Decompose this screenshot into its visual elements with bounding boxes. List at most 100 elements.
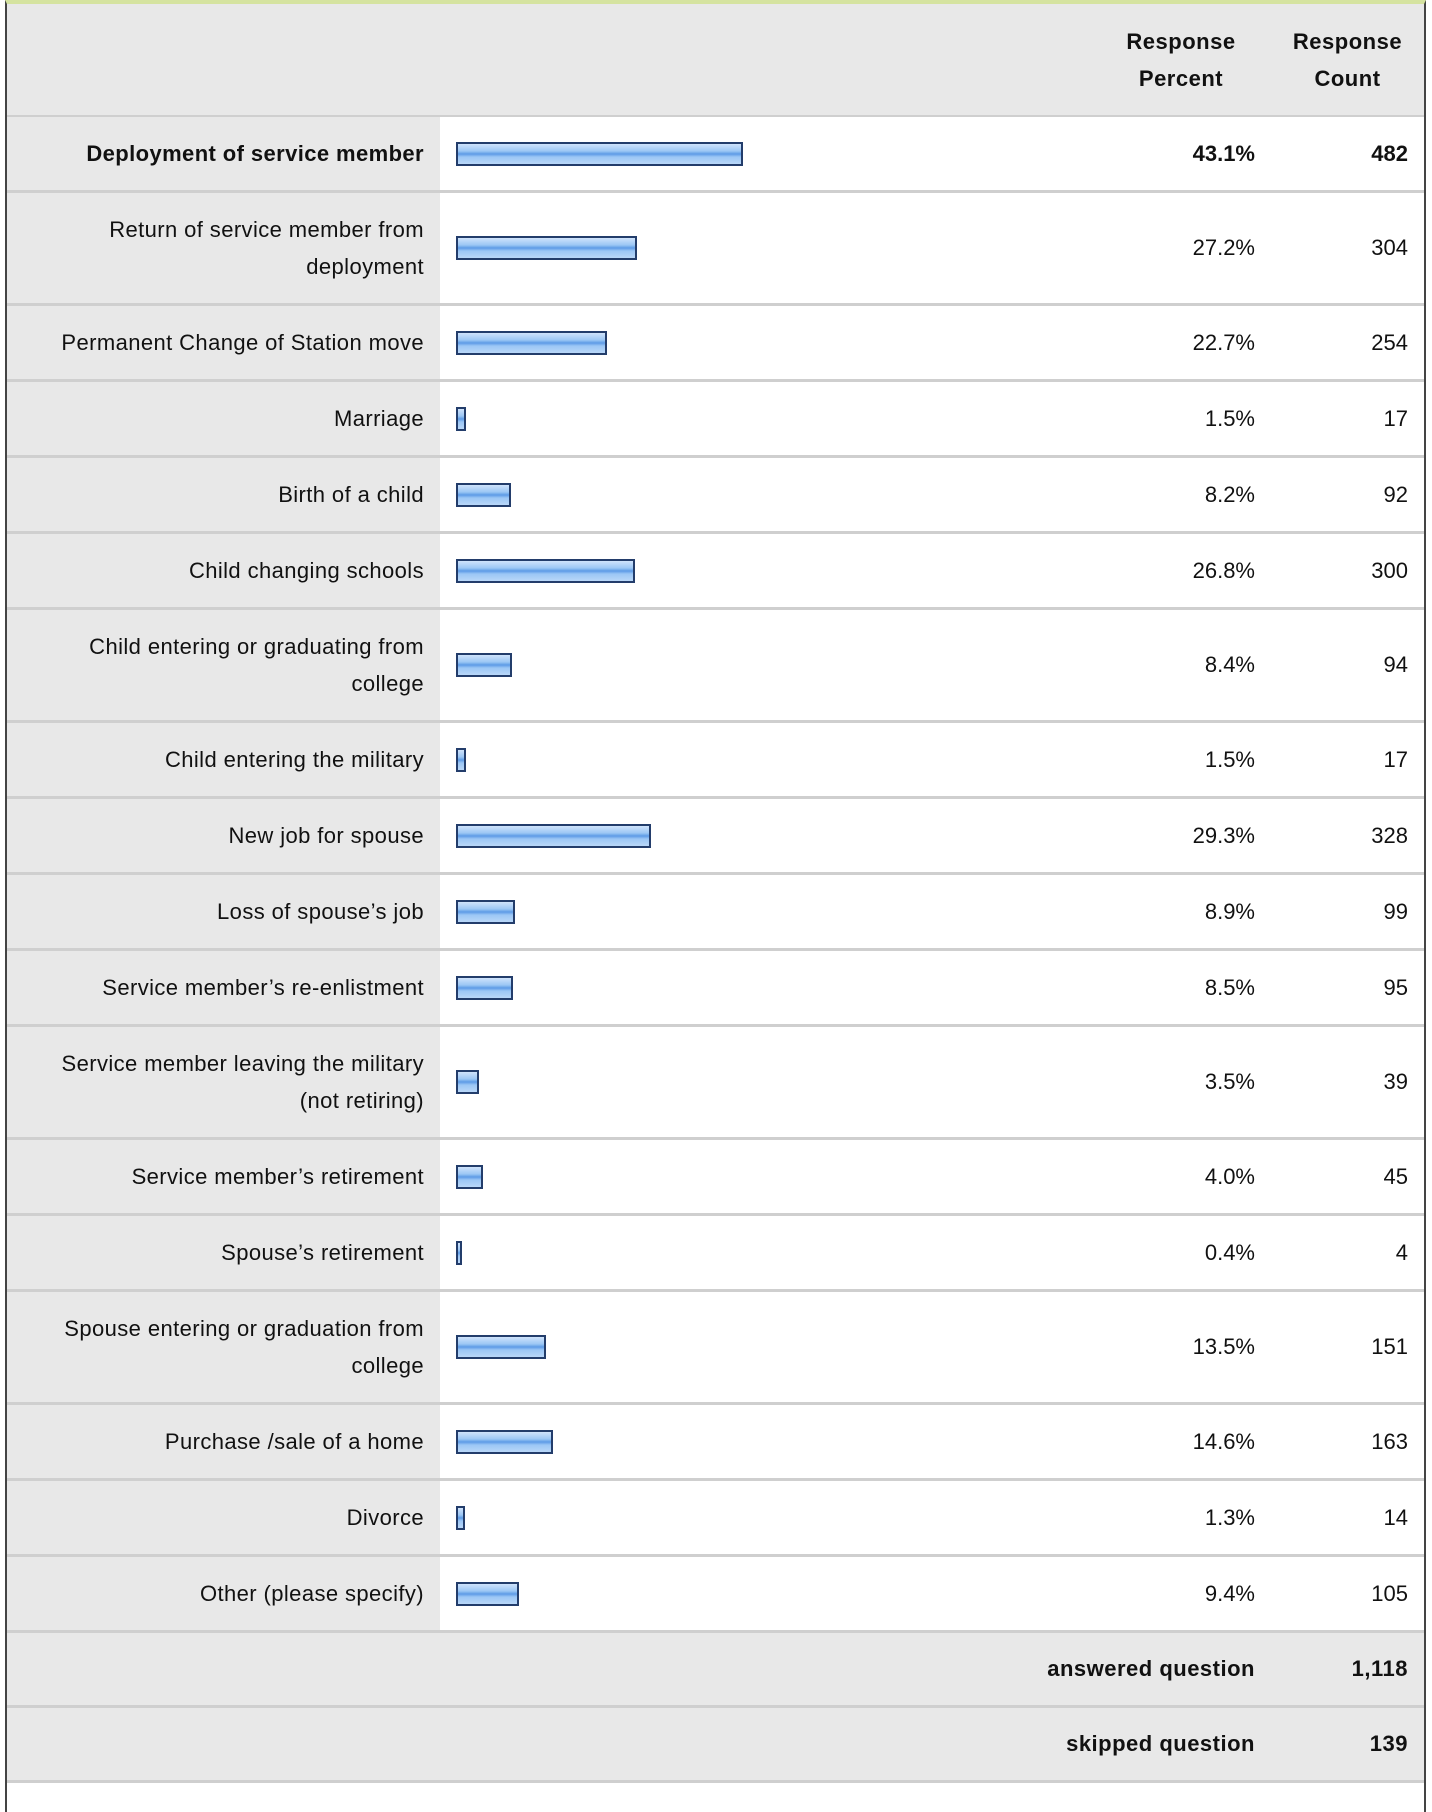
bar-cell [440,1405,1091,1478]
response-row: Divorce 1.3% 14 [7,1481,1424,1557]
response-count: 151 [1371,1334,1408,1359]
row-label: Spouse’s retirement [7,1216,440,1289]
bar-cell [440,799,1091,872]
summary-row: answered question 1,118 [7,1633,1424,1708]
bar-cell [440,1481,1091,1554]
bar-cell [440,534,1091,607]
response-count: 45 [1383,1163,1408,1189]
response-row: Purchase /sale of a home 14.6% 163 [7,1405,1424,1481]
response-row: Marriage 1.5% 17 [7,382,1424,458]
response-row: Other (please specify) 9.4% 105 [7,1557,1424,1633]
bar [456,1164,483,1189]
bar-cell [440,1557,1091,1630]
row-label: Other (please specify) [7,1557,440,1630]
bar-cell [440,117,1091,190]
response-row: Child entering or graduating from colleg… [7,610,1424,723]
column-header: Response Percent [1126,28,1236,91]
response-row: Permanent Change of Station move 22.7% 254 [7,306,1424,382]
response-percent: 0.4% [1204,1239,1255,1265]
response-percent: 27.2% [1192,235,1255,260]
row-label: Return of service member from deployment [7,193,440,303]
bar [456,482,511,507]
response-percent: 8.5% [1204,974,1255,1000]
response-count: 17 [1383,405,1408,431]
response-row: Return of service member from deployment… [7,193,1424,306]
bar [456,141,744,166]
response-percent: 1.3% [1204,1504,1255,1530]
bar-cell [440,610,1091,720]
row-label: Child entering or graduating from colleg… [7,610,440,720]
summary-value: 139 [1369,1731,1408,1756]
bar [456,330,608,355]
response-row: Service member leaving the military (not… [7,1027,1424,1140]
response-count: 105 [1371,1580,1408,1606]
response-percent: 8.4% [1204,652,1255,677]
summary-label: answered question [1047,1656,1255,1681]
row-label: Child changing schools [7,534,440,607]
table-body: Deployment of service member 43.1% 482 Retu… [7,117,1424,1783]
bar [456,823,652,848]
response-percent: 4.0% [1204,1163,1255,1189]
response-percent: 22.7% [1192,329,1255,355]
bar [456,653,513,677]
bar [456,1581,519,1606]
response-percent: 8.2% [1204,481,1255,507]
response-row: Child changing schools 26.8% 300 [7,534,1424,610]
bar-cell [440,723,1091,796]
row-label: Loss of spouse’s job [7,875,440,948]
response-count: 94 [1383,652,1408,677]
results-table: Response Percent Response Count Deployme… [5,0,1426,1812]
row-label: Birth of a child [7,458,440,531]
summary-label: skipped question [1066,1731,1255,1756]
bar [456,236,638,260]
bar [456,406,466,431]
response-percent: 43.1% [1192,140,1255,166]
response-percent: 9.4% [1204,1580,1255,1606]
row-label: Service member’s retirement [7,1140,440,1213]
column-header: Response Count [1292,28,1403,91]
bar-cell [440,382,1091,455]
response-count: 92 [1383,481,1408,507]
row-label: New job for spouse [7,799,440,872]
row-label: Divorce [7,1481,440,1554]
response-row: Loss of spouse’s job 8.9% 99 [7,875,1424,951]
response-row: Child entering the military 1.5% 17 [7,723,1424,799]
response-percent: 26.8% [1192,557,1255,583]
response-count: 17 [1383,746,1408,772]
bar [456,1070,480,1094]
row-label: Service member’s re-enlistment [7,951,440,1024]
bar [456,1335,547,1359]
summary-value: 1,118 [1351,1656,1408,1681]
row-label: Child entering the military [7,723,440,796]
bar-cell [440,193,1091,303]
response-row: Deployment of service member 43.1% 482 [7,117,1424,193]
row-label: Service member leaving the military (not… [7,1027,440,1137]
response-count: 482 [1371,140,1408,166]
response-count: 14 [1383,1504,1408,1530]
response-count: 304 [1371,235,1408,260]
row-label: Purchase /sale of a home [7,1405,440,1478]
bar-cell [440,306,1091,379]
bar-cell [440,1140,1091,1213]
response-percent: 1.5% [1204,746,1255,772]
response-count: 39 [1383,1069,1408,1094]
response-percent: 1.5% [1204,405,1255,431]
row-label: Marriage [7,382,440,455]
bar [456,975,513,1000]
response-percent: 14.6% [1192,1428,1255,1454]
response-percent: 8.9% [1204,898,1255,924]
bar [456,558,635,583]
bar-cell [440,1027,1091,1137]
row-label: Permanent Change of Station move [7,306,440,379]
bar-cell [440,458,1091,531]
response-row: Service member’s re-enlistment 8.5% 95 [7,951,1424,1027]
bar-cell [440,1216,1091,1289]
bar [456,899,516,924]
response-percent: 13.5% [1192,1334,1255,1359]
response-row: Birth of a child 8.2% 92 [7,458,1424,534]
bar [456,1240,462,1265]
summary-row: skipped question 139 [7,1708,1424,1783]
bar-cell [440,1292,1091,1402]
row-label: Spouse entering or graduation from colle… [7,1292,440,1402]
header-row: Response Percent Response Count [7,4,1424,117]
